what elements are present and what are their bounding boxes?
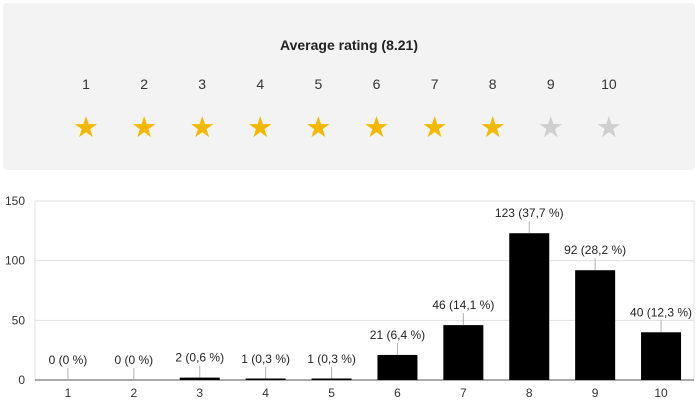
x-tick-label: 9 <box>592 386 599 400</box>
data-label: 92 (28,2 %) <box>564 243 626 257</box>
star-number: 9 <box>546 76 555 92</box>
y-tick-label: 0 <box>18 373 25 387</box>
bar <box>179 377 220 380</box>
star-item-3: 3 ★ <box>182 75 222 143</box>
y-tick-label: 150 <box>5 194 25 208</box>
bar <box>245 378 286 380</box>
x-tick-label: 1 <box>65 386 72 400</box>
data-label: 46 (14,1 %) <box>432 298 494 312</box>
rating-distribution-chart: 0 50 100 150 0 (0 %) 1 0 (0 %) 2 2 (0,6 %) 3 1 (0,… <box>5 194 695 400</box>
star-number: 6 <box>372 76 381 92</box>
star-filled-icon: ★ <box>363 112 390 144</box>
bar <box>377 354 418 380</box>
star-item-8: 8 ★ <box>473 75 513 143</box>
data-label: 123 (37,7 %) <box>495 206 564 220</box>
star-item-9: 9 ★ <box>531 75 571 143</box>
bar <box>311 378 352 380</box>
star-item-5: 5 ★ <box>298 75 338 143</box>
star-empty-icon: ★ <box>595 112 622 144</box>
data-label: 1 (0,3 %) <box>241 352 290 366</box>
star-number: 7 <box>430 76 439 92</box>
star-item-7: 7 ★ <box>415 75 455 143</box>
star-number: 3 <box>198 76 207 92</box>
rating-title: Average rating (8.21) <box>280 37 418 53</box>
data-label: 1 (0,3 %) <box>307 352 356 366</box>
bar <box>641 332 682 380</box>
bar <box>509 233 550 380</box>
star-filled-icon: ★ <box>421 112 448 144</box>
star-item-10: 10 ★ <box>589 75 629 143</box>
star-item-1: 1 ★ <box>66 75 106 143</box>
star-filled-icon: ★ <box>189 112 216 144</box>
star-number: 4 <box>256 76 265 92</box>
x-tick-label: 7 <box>460 386 467 400</box>
star-number: 1 <box>82 76 90 92</box>
data-label: 21 (6,4 %) <box>370 328 425 342</box>
star-filled-icon: ★ <box>305 112 332 144</box>
data-label: 2 (0,6 %) <box>175 351 224 365</box>
star-empty-icon: ★ <box>537 112 564 144</box>
x-tick-label: 4 <box>262 386 269 400</box>
data-label: 0 (0 %) <box>49 353 88 367</box>
star-number: 5 <box>314 76 323 92</box>
x-tick-label: 10 <box>654 386 668 400</box>
star-number: 8 <box>488 76 497 92</box>
star-item-6: 6 ★ <box>357 75 397 143</box>
star-filled-icon: ★ <box>73 112 99 144</box>
y-tick-label: 100 <box>5 254 25 268</box>
data-label: 0 (0 %) <box>115 353 154 367</box>
y-tick-label: 50 <box>12 313 26 327</box>
x-tick-label: 8 <box>526 386 533 400</box>
data-label: 40 (12,3 %) <box>630 305 692 319</box>
x-tick-label: 3 <box>196 386 203 400</box>
bar <box>575 270 616 380</box>
x-tick-label: 6 <box>394 386 401 400</box>
rating-panel: Average rating (8.21) 1 ★ 2 ★ 3 ★ 4 ★ 5 ★ 6 ★ 7 ★ 8 ★ 9 ★… <box>3 3 695 170</box>
star-filled-icon: ★ <box>131 112 158 144</box>
x-tick-label: 2 <box>131 386 138 400</box>
star-item-2: 2 ★ <box>124 75 164 143</box>
star-number: 2 <box>140 76 148 92</box>
bar <box>443 325 484 380</box>
star-item-4: 4 ★ <box>240 75 280 143</box>
star-filled-icon: ★ <box>479 112 506 144</box>
x-tick-label: 5 <box>328 386 335 400</box>
star-filled-icon: ★ <box>247 112 274 144</box>
star-number: 10 <box>601 76 617 92</box>
